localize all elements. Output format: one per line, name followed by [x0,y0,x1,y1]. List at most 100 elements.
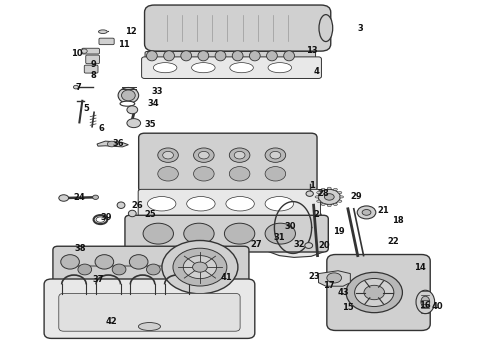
Ellipse shape [98,30,107,33]
Ellipse shape [317,200,320,202]
Text: 25: 25 [145,210,156,219]
Ellipse shape [183,256,217,279]
Ellipse shape [364,285,385,300]
Text: 8: 8 [91,71,97,80]
Ellipse shape [198,152,209,159]
Ellipse shape [317,192,320,194]
Ellipse shape [181,264,195,275]
Ellipse shape [265,197,294,211]
Ellipse shape [127,118,141,127]
Text: 23: 23 [309,272,320,281]
Text: 43: 43 [337,288,349,297]
Text: 31: 31 [273,233,285,242]
FancyBboxPatch shape [139,133,317,192]
Ellipse shape [346,272,402,312]
Text: 33: 33 [152,87,163,96]
Ellipse shape [122,90,135,101]
Ellipse shape [315,196,319,198]
Ellipse shape [224,223,255,244]
Text: 38: 38 [74,244,86,253]
Polygon shape [265,189,326,257]
Ellipse shape [268,63,292,73]
Ellipse shape [249,51,260,61]
Ellipse shape [138,323,161,330]
Text: 12: 12 [125,27,137,36]
FancyBboxPatch shape [145,51,316,60]
Ellipse shape [164,255,182,269]
Text: 35: 35 [145,120,156,129]
Ellipse shape [338,200,342,202]
Ellipse shape [192,63,215,73]
Ellipse shape [143,223,173,244]
Text: 13: 13 [306,46,318,55]
Ellipse shape [327,273,342,283]
Ellipse shape [164,51,174,61]
Ellipse shape [162,240,238,294]
Text: 28: 28 [318,189,329,198]
Ellipse shape [147,197,176,211]
Ellipse shape [193,262,207,272]
Ellipse shape [181,51,192,61]
Ellipse shape [187,197,215,211]
FancyBboxPatch shape [142,57,321,78]
Ellipse shape [107,141,116,147]
Text: 20: 20 [318,241,330,250]
Text: 27: 27 [250,240,262,248]
Ellipse shape [158,167,178,181]
Ellipse shape [61,255,79,269]
Text: 26: 26 [131,202,143,210]
Ellipse shape [215,51,226,61]
Text: 2: 2 [314,210,319,219]
Ellipse shape [93,195,98,199]
Ellipse shape [229,167,250,181]
Ellipse shape [120,101,135,106]
Ellipse shape [327,204,331,207]
Text: 18: 18 [392,216,404,225]
Text: 41: 41 [220,273,232,282]
Ellipse shape [327,187,331,189]
Ellipse shape [319,15,333,41]
Text: 39: 39 [100,213,112,222]
FancyBboxPatch shape [138,189,320,218]
Text: 9: 9 [91,60,97,69]
Text: 14: 14 [414,263,426,271]
Ellipse shape [230,63,253,73]
Ellipse shape [226,197,254,211]
FancyBboxPatch shape [82,48,99,54]
Polygon shape [97,141,128,147]
Ellipse shape [234,152,245,159]
FancyBboxPatch shape [86,55,99,64]
Ellipse shape [284,51,294,61]
FancyBboxPatch shape [145,5,331,51]
Ellipse shape [321,188,325,190]
Ellipse shape [158,148,178,162]
Text: 15: 15 [342,302,354,312]
Ellipse shape [153,63,177,73]
Ellipse shape [362,210,371,215]
Ellipse shape [265,148,286,162]
FancyBboxPatch shape [59,293,240,331]
FancyBboxPatch shape [84,65,98,73]
Ellipse shape [338,192,342,194]
Ellipse shape [194,148,214,162]
Ellipse shape [265,167,286,181]
Text: 10: 10 [71,49,83,58]
Ellipse shape [117,202,125,208]
Ellipse shape [81,49,87,53]
Ellipse shape [118,87,139,103]
Text: 19: 19 [333,227,345,236]
Text: 34: 34 [147,99,159,108]
Text: 17: 17 [323,281,335,289]
Text: 16: 16 [419,301,431,310]
Text: 4: 4 [314,68,319,77]
Ellipse shape [333,188,337,190]
Ellipse shape [198,51,209,61]
Text: 5: 5 [83,104,89,112]
Text: 1: 1 [309,181,315,190]
Ellipse shape [74,85,78,89]
Ellipse shape [306,191,314,196]
Text: 22: 22 [387,237,399,246]
Ellipse shape [318,189,340,204]
Text: 24: 24 [74,194,85,202]
Ellipse shape [147,264,160,275]
